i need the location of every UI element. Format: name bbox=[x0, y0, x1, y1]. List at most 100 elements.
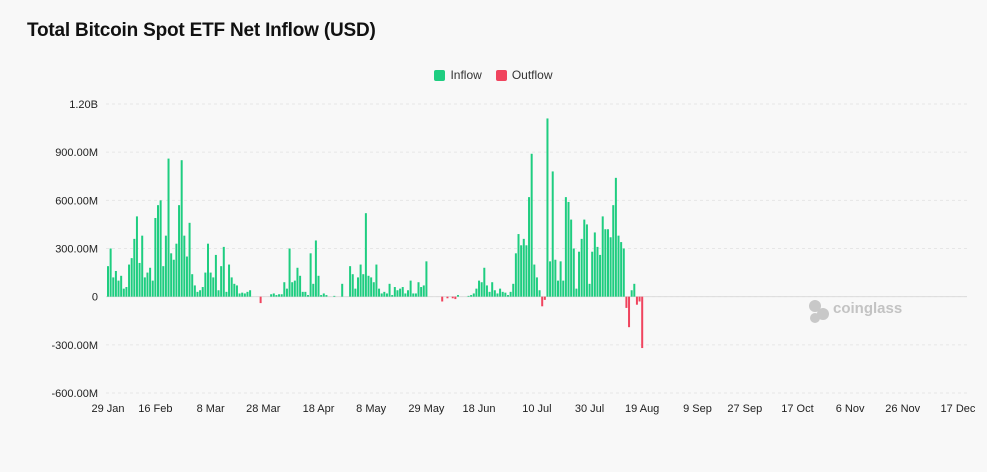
outflow-bar[interactable] bbox=[259, 296, 262, 304]
inflow-bar[interactable] bbox=[193, 285, 196, 297]
inflow-bar[interactable] bbox=[228, 264, 231, 297]
outflow-bar[interactable] bbox=[454, 296, 457, 300]
outflow-bar[interactable] bbox=[441, 296, 444, 302]
inflow-bar[interactable] bbox=[354, 288, 357, 297]
inflow-bar[interactable] bbox=[362, 274, 365, 297]
inflow-bar[interactable] bbox=[312, 283, 315, 297]
inflow-bar[interactable] bbox=[509, 291, 512, 297]
inflow-bar[interactable] bbox=[270, 294, 273, 297]
inflow-bar[interactable] bbox=[235, 285, 238, 297]
inflow-bar[interactable] bbox=[383, 291, 386, 297]
inflow-bar[interactable] bbox=[591, 251, 594, 297]
inflow-bar[interactable] bbox=[512, 283, 515, 297]
inflow-bar[interactable] bbox=[604, 229, 607, 297]
outflow-bar[interactable] bbox=[541, 296, 544, 307]
inflow-bar[interactable] bbox=[299, 275, 302, 297]
inflow-bar[interactable] bbox=[214, 254, 217, 297]
inflow-bar[interactable] bbox=[488, 291, 491, 297]
inflow-bar[interactable] bbox=[304, 291, 307, 297]
inflow-bar[interactable] bbox=[183, 235, 186, 297]
inflow-bar[interactable] bbox=[549, 261, 552, 297]
inflow-bar[interactable] bbox=[206, 243, 209, 297]
inflow-bar[interactable] bbox=[164, 235, 167, 297]
inflow-bar[interactable] bbox=[117, 280, 120, 297]
inflow-bar[interactable] bbox=[233, 283, 236, 297]
inflow-bar[interactable] bbox=[172, 259, 175, 297]
inflow-bar[interactable] bbox=[533, 264, 536, 297]
inflow-bar[interactable] bbox=[301, 291, 304, 297]
outflow-bar[interactable] bbox=[543, 296, 546, 300]
inflow-bar[interactable] bbox=[470, 295, 473, 297]
inflow-bar[interactable] bbox=[522, 238, 525, 297]
inflow-bar[interactable] bbox=[399, 288, 402, 297]
outflow-bar[interactable] bbox=[641, 296, 644, 349]
inflow-bar[interactable] bbox=[359, 264, 362, 297]
outflow-bar[interactable] bbox=[446, 296, 449, 299]
inflow-bar[interactable] bbox=[546, 118, 549, 297]
inflow-bar[interactable] bbox=[556, 280, 559, 297]
inflow-bar[interactable] bbox=[199, 290, 202, 297]
inflow-bar[interactable] bbox=[364, 213, 367, 297]
inflow-bar[interactable] bbox=[520, 245, 523, 297]
inflow-bar[interactable] bbox=[514, 253, 517, 297]
inflow-bar[interactable] bbox=[112, 277, 115, 297]
inflow-bar[interactable] bbox=[275, 295, 278, 297]
inflow-bar[interactable] bbox=[141, 235, 144, 297]
inflow-bar[interactable] bbox=[554, 259, 557, 297]
inflow-bar[interactable] bbox=[170, 253, 173, 297]
inflow-bar[interactable] bbox=[378, 288, 381, 297]
inflow-bar[interactable] bbox=[133, 238, 136, 297]
inflow-bar[interactable] bbox=[404, 293, 407, 297]
inflow-bar[interactable] bbox=[280, 294, 283, 297]
inflow-bar[interactable] bbox=[456, 295, 459, 297]
inflow-bar[interactable] bbox=[306, 295, 309, 297]
inflow-bar[interactable] bbox=[517, 234, 520, 297]
inflow-bar[interactable] bbox=[422, 285, 425, 297]
inflow-bar[interactable] bbox=[135, 216, 138, 297]
inflow-bar[interactable] bbox=[356, 277, 359, 297]
inflow-bar[interactable] bbox=[501, 291, 504, 297]
inflow-bar[interactable] bbox=[596, 246, 599, 297]
inflow-bar[interactable] bbox=[614, 177, 617, 297]
outflow-bar[interactable] bbox=[635, 296, 638, 305]
inflow-bar[interactable] bbox=[149, 267, 152, 297]
legend-item-outflow[interactable]: Outflow bbox=[495, 68, 553, 82]
inflow-bar[interactable] bbox=[572, 248, 575, 297]
inflow-bar[interactable] bbox=[167, 158, 170, 297]
inflow-bar[interactable] bbox=[599, 254, 602, 297]
inflow-bar[interactable] bbox=[478, 280, 481, 297]
inflow-bar[interactable] bbox=[396, 290, 399, 297]
inflow-bar[interactable] bbox=[606, 229, 609, 297]
inflow-bar[interactable] bbox=[249, 290, 252, 297]
outflow-bar[interactable] bbox=[628, 296, 631, 328]
inflow-bar[interactable] bbox=[293, 280, 296, 297]
inflow-bar[interactable] bbox=[420, 287, 423, 297]
inflow-bar[interactable] bbox=[154, 217, 157, 297]
inflow-bar[interactable] bbox=[480, 282, 483, 297]
inflow-bar[interactable] bbox=[196, 291, 199, 297]
inflow-bar[interactable] bbox=[162, 266, 165, 297]
inflow-bar[interactable] bbox=[138, 262, 141, 297]
inflow-bar[interactable] bbox=[349, 266, 352, 297]
inflow-bar[interactable] bbox=[322, 293, 325, 297]
inflow-bar[interactable] bbox=[283, 282, 286, 297]
inflow-bar[interactable] bbox=[128, 264, 131, 297]
inflow-bar[interactable] bbox=[409, 280, 412, 297]
inflow-bar[interactable] bbox=[122, 288, 125, 297]
inflow-bar[interactable] bbox=[412, 293, 415, 297]
inflow-bar[interactable] bbox=[559, 261, 562, 297]
inflow-bar[interactable] bbox=[367, 275, 370, 297]
inflow-bar[interactable] bbox=[562, 280, 565, 297]
inflow-bar[interactable] bbox=[406, 290, 409, 297]
inflow-bar[interactable] bbox=[238, 293, 241, 297]
inflow-bar[interactable] bbox=[246, 291, 249, 297]
inflow-bar[interactable] bbox=[380, 293, 383, 297]
inflow-bar[interactable] bbox=[493, 290, 496, 297]
inflow-bar[interactable] bbox=[385, 293, 388, 297]
inflow-bar[interactable] bbox=[291, 282, 294, 297]
inflow-bar[interactable] bbox=[401, 287, 404, 297]
inflow-bar[interactable] bbox=[630, 290, 633, 297]
inflow-bar[interactable] bbox=[535, 277, 538, 297]
inflow-bar[interactable] bbox=[209, 272, 212, 297]
inflow-bar[interactable] bbox=[188, 222, 191, 297]
